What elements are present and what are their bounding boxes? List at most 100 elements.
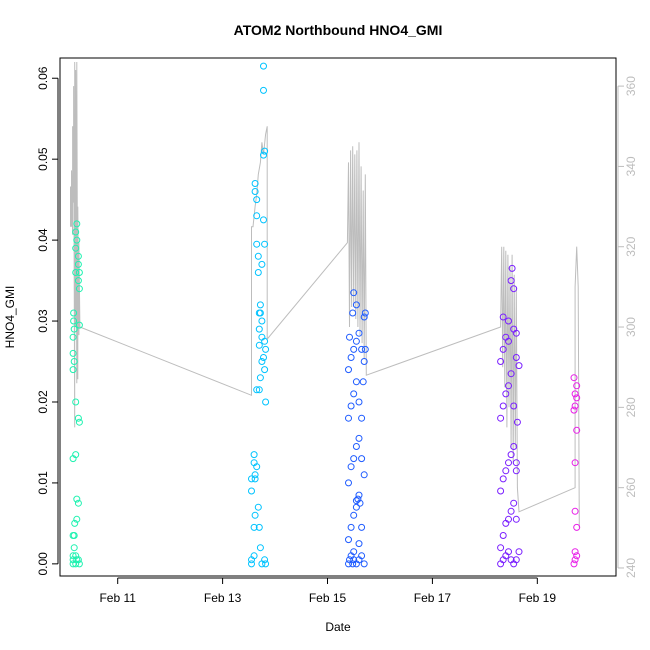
data-point bbox=[75, 285, 83, 293]
data-point bbox=[248, 487, 255, 495]
data-point bbox=[352, 443, 360, 450]
data-point bbox=[512, 329, 520, 337]
data-point bbox=[347, 463, 355, 471]
data-point bbox=[361, 309, 369, 317]
data-point bbox=[570, 560, 578, 568]
data-point bbox=[345, 366, 352, 374]
data-point bbox=[73, 495, 81, 503]
data-point bbox=[571, 402, 579, 410]
data-point bbox=[347, 402, 355, 410]
y2-tick-label: 360 bbox=[624, 76, 638, 96]
y2-tick-label: 240 bbox=[624, 558, 638, 578]
data-point bbox=[260, 62, 267, 70]
data-point bbox=[510, 443, 518, 450]
data-point bbox=[497, 414, 505, 422]
data-point bbox=[74, 252, 82, 260]
data-point bbox=[260, 151, 267, 159]
data-point bbox=[256, 544, 264, 552]
data-point bbox=[70, 317, 78, 325]
data-point bbox=[505, 548, 512, 556]
data-point bbox=[72, 451, 80, 459]
data-point bbox=[261, 147, 269, 155]
data-point bbox=[255, 386, 263, 394]
data-point bbox=[360, 358, 368, 365]
data-point bbox=[262, 398, 270, 406]
data-point bbox=[72, 228, 80, 236]
data-point bbox=[262, 560, 270, 568]
data-point bbox=[73, 220, 81, 228]
data-point bbox=[248, 475, 255, 483]
data-point bbox=[345, 414, 352, 422]
data-point bbox=[350, 289, 358, 297]
data-point bbox=[350, 390, 358, 398]
data-point bbox=[352, 503, 360, 511]
data-point bbox=[74, 277, 82, 285]
data-point bbox=[512, 467, 520, 475]
data-point bbox=[360, 560, 368, 568]
data-point bbox=[251, 188, 259, 195]
data-point bbox=[358, 414, 366, 422]
data-point bbox=[255, 341, 263, 349]
data-point bbox=[510, 499, 518, 507]
data-point bbox=[260, 216, 267, 224]
data-point bbox=[73, 236, 81, 244]
y-tick-label: 0.02 bbox=[36, 390, 50, 414]
y-tick-label: 0.01 bbox=[36, 471, 50, 495]
y-tick-label: 0.03 bbox=[36, 309, 50, 333]
bottom-axis: Feb 11 Feb 13 Feb 15 Feb 17 Feb 19 bbox=[99, 577, 556, 605]
data-point bbox=[358, 552, 366, 560]
data-point bbox=[512, 515, 520, 523]
data-point bbox=[251, 475, 259, 483]
data-point bbox=[69, 349, 77, 357]
data-point bbox=[347, 523, 355, 531]
data-point bbox=[573, 523, 581, 531]
data-point bbox=[570, 406, 578, 414]
data-point bbox=[505, 515, 512, 523]
data-point bbox=[515, 362, 523, 370]
data-point bbox=[75, 269, 83, 276]
right-axis-line-layer bbox=[70, 61, 580, 528]
right-axis: 240 260 280 300 320 340 360 bbox=[617, 76, 638, 578]
data-point bbox=[507, 370, 515, 378]
data-point bbox=[74, 414, 82, 422]
data-point bbox=[261, 556, 269, 564]
data-point bbox=[512, 556, 520, 564]
data-point bbox=[497, 358, 505, 365]
left-axis: 0.00 0.01 0.02 0.03 0.04 0.05 0.06 bbox=[36, 66, 59, 576]
data-point bbox=[345, 479, 352, 487]
data-point bbox=[573, 382, 581, 390]
data-point bbox=[350, 511, 358, 519]
data-point bbox=[261, 337, 269, 345]
data-point bbox=[573, 426, 581, 434]
y-tick-label: 0.06 bbox=[36, 66, 50, 90]
data-point bbox=[499, 532, 507, 539]
data-point bbox=[360, 471, 368, 479]
data-point bbox=[251, 180, 259, 187]
data-point bbox=[355, 329, 363, 337]
data-point bbox=[253, 386, 261, 394]
data-point bbox=[346, 333, 353, 341]
data-point bbox=[70, 544, 78, 552]
data-point bbox=[515, 548, 523, 556]
data-point bbox=[253, 240, 261, 248]
x-tick-label: Feb 11 bbox=[99, 591, 136, 605]
data-point bbox=[258, 358, 266, 365]
data-point bbox=[69, 552, 77, 560]
data-point bbox=[72, 269, 80, 276]
data-point bbox=[571, 459, 579, 467]
data-point bbox=[248, 560, 255, 568]
data-point bbox=[573, 552, 581, 560]
data-point bbox=[507, 451, 515, 459]
data-point bbox=[512, 459, 520, 467]
y-tick-label: 0.04 bbox=[36, 228, 50, 252]
data-point bbox=[256, 374, 264, 382]
data-point bbox=[499, 402, 507, 410]
y-axis-label: HNO4_GMI bbox=[3, 286, 17, 349]
data-point bbox=[571, 507, 579, 515]
data-point bbox=[72, 244, 80, 252]
data-point bbox=[355, 491, 363, 499]
data-point bbox=[499, 475, 507, 483]
data-point bbox=[73, 515, 81, 523]
data-point bbox=[253, 463, 261, 471]
